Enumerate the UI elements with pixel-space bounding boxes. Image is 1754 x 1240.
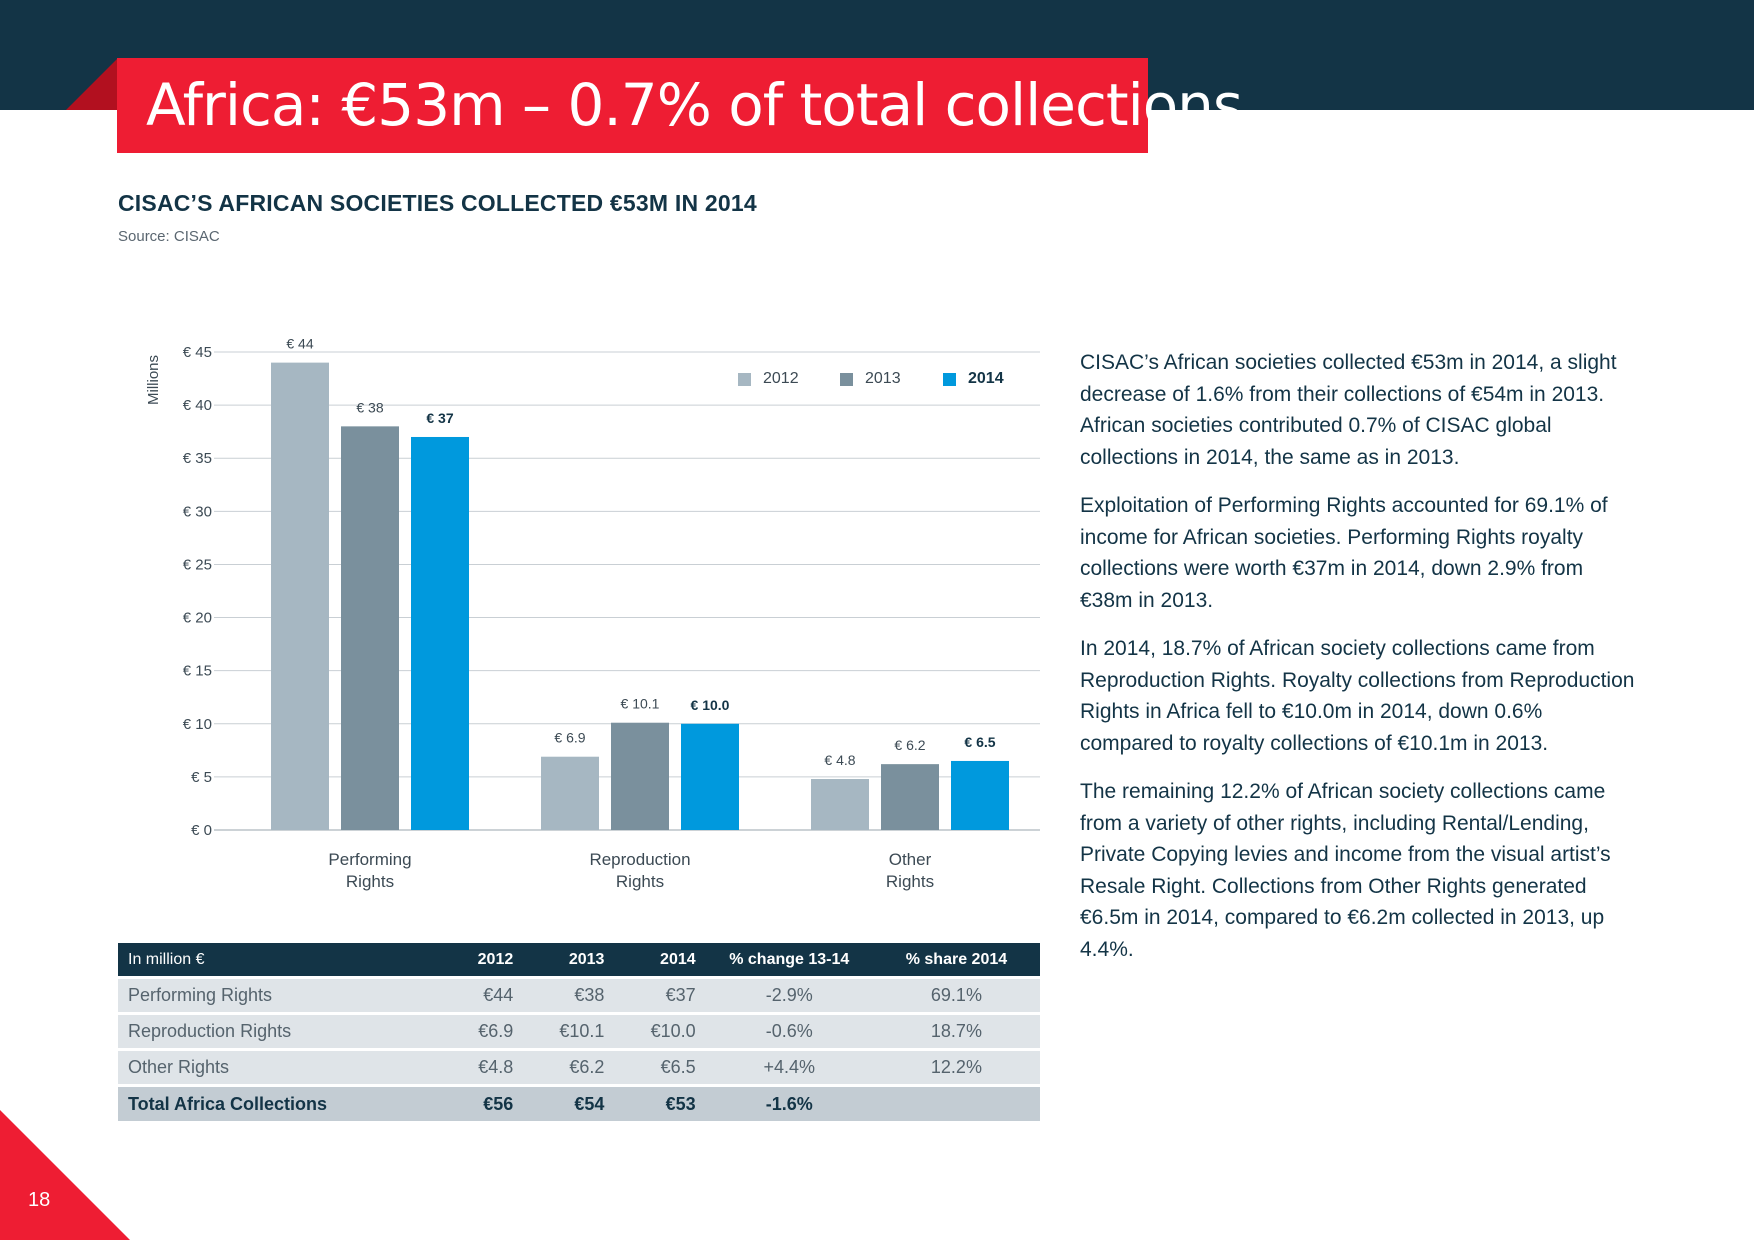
category-label: Rights xyxy=(346,872,394,891)
table-cell: €44 xyxy=(432,979,524,1012)
paragraph: In 2014, 18.7% of African society collec… xyxy=(1080,637,1635,755)
y-tick-label: € 35 xyxy=(183,450,212,467)
table-header: % share 2014 xyxy=(872,943,1040,976)
y-tick-label: € 20 xyxy=(183,610,212,627)
y-tick-label: € 45 xyxy=(183,344,212,361)
legend-label-2013: 2013 xyxy=(865,370,901,387)
table-header: In million € xyxy=(118,943,433,976)
table-cell: €10.1 xyxy=(523,1015,615,1048)
table-header: 2012 xyxy=(432,943,524,976)
bar-2013 xyxy=(881,764,939,830)
data-label: € 10.0 xyxy=(691,697,730,713)
table-cell: Performing Rights xyxy=(118,979,433,1012)
legend-item-2013: 2013 xyxy=(840,370,901,388)
table-row: Performing Rights €44 €38 €37 -2.9% 69.1… xyxy=(118,979,1040,1012)
bar-2013 xyxy=(341,426,399,830)
table-cell: 69.1% xyxy=(872,979,1040,1012)
bar-2014 xyxy=(951,760,1009,830)
table-row: Other Rights €4.8 €6.2 €6.5 +4.4% 12.2% xyxy=(118,1051,1040,1084)
table-total-row: Total Africa Collections €56 €54 €53 -1.… xyxy=(118,1087,1040,1121)
table-cell: Total Africa Collections xyxy=(118,1087,433,1121)
collections-table: In million € 2012 2013 2014 % change 13-… xyxy=(118,940,1040,1124)
y-tick-label: € 5 xyxy=(191,769,212,786)
table-cell: €38 xyxy=(523,979,615,1012)
category-label: Performing xyxy=(328,850,411,869)
table-cell: €54 xyxy=(523,1087,615,1121)
y-tick-label: € 30 xyxy=(183,503,212,520)
data-label: € 6.5 xyxy=(964,734,995,750)
y-tick-label: € 10 xyxy=(183,716,212,733)
table-cell: -1.6% xyxy=(705,1087,873,1121)
page-number: 18 xyxy=(28,1189,51,1211)
bar-2014 xyxy=(411,436,469,830)
table-header: 2014 xyxy=(614,943,706,976)
y-tick-label: € 25 xyxy=(183,556,212,573)
category-label: Rights xyxy=(616,872,664,891)
table-cell: €6.5 xyxy=(614,1051,706,1084)
bar-2012 xyxy=(811,779,869,830)
table-cell: €37 xyxy=(614,979,706,1012)
legend-swatch-2014 xyxy=(943,372,956,386)
table-cell xyxy=(872,1087,1040,1121)
legend-label-2014: 2014 xyxy=(968,370,1004,387)
y-tick-label: € 15 xyxy=(183,663,212,680)
paragraph: Exploitation of Performing Rights accoun… xyxy=(1080,494,1608,612)
legend-swatch-2013 xyxy=(840,372,853,386)
table-header: % change 13-14 xyxy=(705,943,873,976)
table-header: 2013 xyxy=(523,943,615,976)
bar-chart: € 0 € 5 € 10 € 15 € 20 € 25 € 30 € 35 € 40 € 45 Mi… xyxy=(145,336,1040,891)
body-text: CISAC’s African societies collected €53m… xyxy=(1080,347,1640,982)
data-label: € 37 xyxy=(426,410,453,426)
title-fold-decoration xyxy=(66,58,118,110)
table-cell: €53 xyxy=(614,1087,706,1121)
table-cell: €6.9 xyxy=(432,1015,524,1048)
legend-item-2014: 2014 xyxy=(943,370,1004,388)
data-label: € 6.2 xyxy=(894,737,925,753)
table-cell: €10.0 xyxy=(614,1015,706,1048)
table-cell: 18.7% xyxy=(872,1015,1040,1048)
bar-2012 xyxy=(271,362,329,830)
y-tick-label: € 0 xyxy=(191,822,212,839)
bar-2013 xyxy=(611,722,669,830)
y-tick-label: € 40 xyxy=(183,397,212,414)
table-cell: 12.2% xyxy=(872,1051,1040,1084)
title-box xyxy=(117,58,1148,153)
y-axis-label: Millions xyxy=(145,355,162,405)
category-label: Other xyxy=(889,850,932,869)
page-title: Africa: €53m – 0.7% of total collections xyxy=(146,71,1243,139)
legend-label-2012: 2012 xyxy=(763,370,799,387)
data-label: € 10.1 xyxy=(621,696,660,712)
table-cell: Reproduction Rights xyxy=(118,1015,433,1048)
data-label: € 38 xyxy=(356,399,383,415)
bar-2014 xyxy=(681,723,739,830)
table-header-row: In million € 2012 2013 2014 % change 13-… xyxy=(118,943,1040,976)
table-cell: €4.8 xyxy=(432,1051,524,1084)
data-label: € 6.9 xyxy=(554,730,585,746)
legend-swatch-2012 xyxy=(738,372,751,386)
corner-decoration xyxy=(0,1110,130,1240)
legend-item-2012: 2012 xyxy=(738,370,799,388)
table-cell: Other Rights xyxy=(118,1051,433,1084)
data-label: € 44 xyxy=(286,336,313,352)
table-cell: -2.9% xyxy=(705,979,873,1012)
category-label: Rights xyxy=(886,872,934,891)
table-cell: +4.4% xyxy=(705,1051,873,1084)
table-cell: €56 xyxy=(432,1087,524,1121)
data-label: € 4.8 xyxy=(824,752,855,768)
category-label: Reproduction xyxy=(589,850,690,869)
paragraph: CISAC’s African societies collected €53m… xyxy=(1080,351,1617,469)
chart-heading: CISAC’S AFRICAN SOCIETIES COLLECTED €53M… xyxy=(118,190,757,216)
chart-source: Source: CISAC xyxy=(118,228,220,245)
table-cell: -0.6% xyxy=(705,1015,873,1048)
table-row: Reproduction Rights €6.9 €10.1 €10.0 -0.… xyxy=(118,1015,1040,1048)
table-cell: €6.2 xyxy=(523,1051,615,1084)
paragraph: The remaining 12.2% of African society c… xyxy=(1080,780,1611,961)
bar-2012 xyxy=(541,756,599,830)
